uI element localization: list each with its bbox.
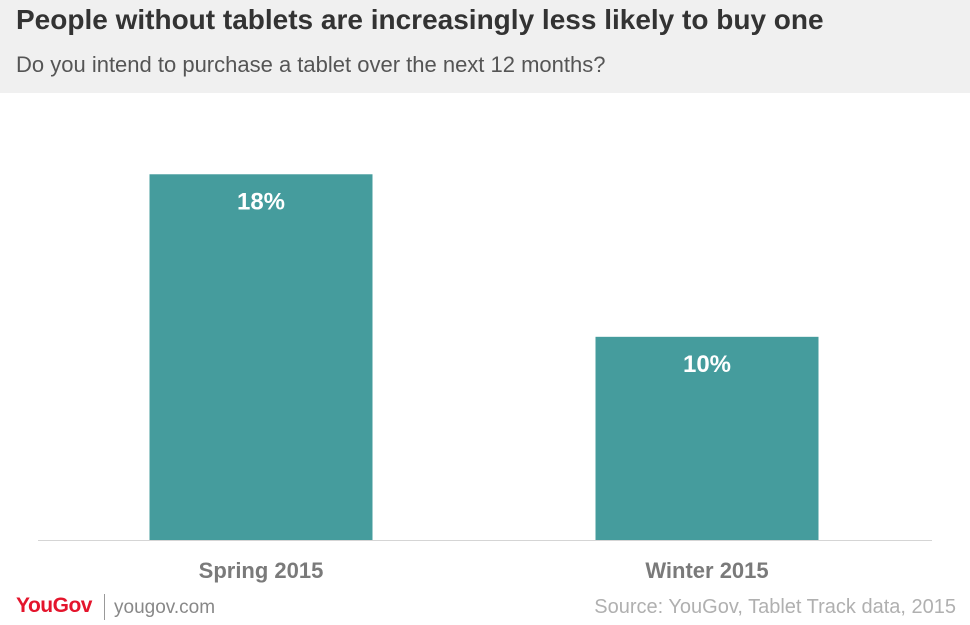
- chart-title: People without tablets are increasingly …: [16, 4, 824, 35]
- data-label: 18%: [237, 188, 285, 215]
- footer-divider: [104, 594, 105, 620]
- yougov-logo: YouGov: [16, 594, 92, 617]
- x-tick-label: Winter 2015: [645, 558, 768, 583]
- chart-subtitle: Do you intend to purchase a tablet over …: [16, 52, 606, 77]
- bar-chart: 18% Spring 2015 10% Winter 2015: [38, 174, 932, 583]
- bar-winter-2015: [595, 336, 819, 540]
- x-tick-label: Spring 2015: [199, 558, 324, 583]
- bar-spring-2015: [149, 174, 373, 540]
- footer-website: yougov.com: [114, 597, 216, 618]
- chart-header: People without tablets are increasingly …: [0, 0, 970, 93]
- data-label: 10%: [683, 351, 731, 378]
- source-note: Source: YouGov, Tablet Track data, 2015: [594, 596, 956, 618]
